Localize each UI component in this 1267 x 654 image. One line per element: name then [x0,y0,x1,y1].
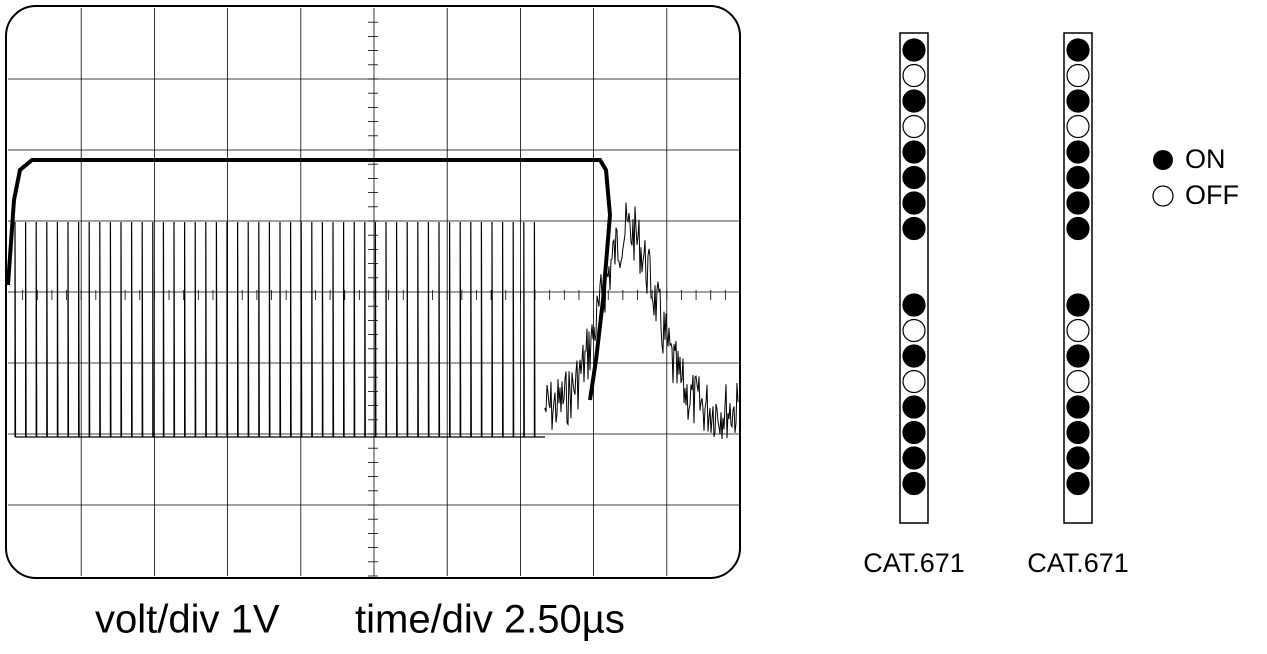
switch-on [1066,140,1090,164]
switch-off [1066,63,1090,88]
switch-on [1066,216,1090,241]
switch-on [1066,38,1090,62]
switch-off [1066,369,1090,394]
switch-body [1063,32,1093,524]
switch-on [1066,446,1090,470]
switch-off [1066,318,1090,343]
switch-on [1066,293,1090,317]
switch-on [1066,344,1090,368]
switch-off [902,63,926,88]
legend-on-icon [1153,150,1173,170]
noise [544,202,739,439]
switch-on [1066,420,1090,445]
switch-label: CAT.671 [863,548,965,578]
switch-label: CAT.671 [1027,548,1129,578]
switch-on [1066,89,1090,113]
switch-off [1066,114,1090,139]
switch-body [899,32,929,524]
switches: CAT.671 CAT.671 [863,32,1129,578]
switch-off [902,114,926,139]
legend-on: ON [1185,144,1226,174]
legend-off-icon [1152,185,1174,207]
switch-on [902,191,926,215]
time-label: time/div 2.50µs [355,598,625,642]
switch-on [902,38,926,62]
switch-on [1066,395,1090,419]
switch-off [902,369,926,394]
pulse [6,158,613,401]
switch-off [902,318,926,343]
volt-label: volt/div 1V [95,598,280,642]
switch-on [902,344,926,368]
switch-on [902,216,926,241]
switch-on [1066,191,1090,215]
switch-on [902,471,926,496]
switch-on [1066,165,1090,190]
scope-grid [8,8,741,577]
legend-off: OFF [1185,180,1239,210]
switch-on [902,395,926,419]
switch-on [902,446,926,470]
switch-on [1066,471,1090,496]
oscillation [14,221,545,438]
switch-on [902,293,926,317]
switch-on [902,420,926,445]
scope-trace [6,158,739,439]
switch-on [902,165,926,190]
switch-on [902,89,926,113]
switch-on [902,140,926,164]
